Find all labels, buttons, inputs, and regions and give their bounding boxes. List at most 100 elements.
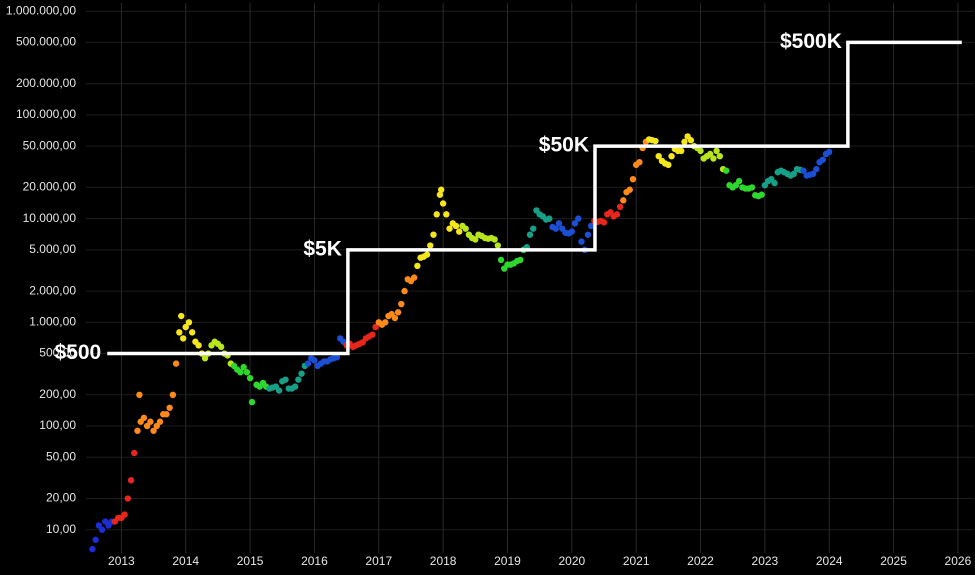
y-tick-label: 2.000,00: [29, 283, 76, 297]
price-point: [723, 167, 730, 174]
y-tick-label: 10.000,00: [23, 211, 77, 225]
price-point: [456, 228, 463, 235]
price-point: [758, 191, 765, 198]
price-point: [195, 342, 202, 349]
price-point: [665, 161, 672, 169]
x-tick-label: 2014: [172, 554, 199, 568]
price-point: [430, 231, 437, 238]
step-label: $500: [55, 341, 102, 364]
price-point: [147, 418, 154, 425]
y-tick-label: 200,00: [39, 387, 76, 401]
price-point: [826, 148, 833, 156]
price-point: [311, 357, 318, 364]
price-point: [98, 526, 106, 533]
price-point: [401, 287, 408, 295]
price-point: [246, 374, 254, 382]
price-point: [681, 138, 688, 146]
price-point: [298, 370, 305, 377]
price-point: [452, 222, 460, 230]
x-tick-label: 2015: [237, 554, 264, 568]
price-point: [438, 186, 445, 193]
price-point: [568, 228, 576, 235]
y-tick-label: 500.000,00: [16, 35, 76, 49]
price-point: [182, 323, 189, 331]
price-point: [166, 404, 173, 411]
price-point: [613, 211, 621, 218]
price-point: [497, 256, 505, 264]
price-point: [697, 147, 704, 155]
price-point: [391, 314, 399, 322]
price-point: [179, 335, 187, 342]
price-point: [809, 170, 817, 178]
price-point: [127, 477, 135, 484]
price-point: [771, 179, 778, 187]
x-tick-label: 2021: [623, 554, 650, 568]
y-tick-label: 5.000,00: [29, 242, 76, 256]
price-point: [629, 175, 637, 183]
x-tick-label: 2026: [945, 554, 972, 568]
price-point: [584, 231, 592, 238]
price-point: [398, 300, 405, 308]
price-point: [530, 225, 537, 232]
price-point: [678, 147, 685, 155]
x-tick-label: 2013: [108, 554, 135, 568]
price-point: [304, 360, 312, 367]
price-point: [655, 152, 662, 160]
price-point: [248, 398, 256, 406]
price-point: [372, 323, 379, 331]
price-point: [131, 449, 138, 457]
price-point: [716, 152, 724, 160]
y-tick-label: 1.000,00: [29, 314, 76, 328]
price-point: [295, 376, 302, 383]
price-point: [819, 156, 826, 163]
price-point: [176, 329, 183, 336]
price-point: [92, 536, 99, 543]
step-line: [107, 40, 962, 356]
y-tick-label: 100,00: [39, 418, 76, 432]
step-label: $50K: [539, 134, 589, 157]
price-point: [201, 355, 209, 362]
price-point: [600, 219, 608, 226]
price-point: [710, 155, 717, 162]
price-point: [394, 309, 402, 316]
y-tick-label: 50.000,00: [23, 138, 77, 152]
price-point: [282, 376, 289, 383]
price-point: [652, 137, 659, 145]
price-point: [462, 225, 469, 232]
price-point: [237, 369, 244, 376]
price-point: [124, 495, 132, 502]
y-tick-label: 200.000,00: [16, 76, 76, 90]
price-point: [443, 211, 450, 218]
x-tick-label: 2025: [880, 554, 907, 568]
y-tick-label: 1.000.000,00: [6, 3, 76, 17]
step-label: $5K: [303, 237, 342, 260]
price-point: [748, 184, 756, 191]
y-tick-label: 20,00: [46, 491, 76, 505]
price-point: [472, 236, 479, 243]
price-point: [382, 319, 389, 326]
price-point: [546, 215, 553, 222]
y-tick-label: 500,00: [39, 346, 76, 360]
price-point: [555, 220, 563, 227]
price-point: [494, 242, 502, 249]
price-point: [813, 165, 820, 173]
y-tick-label: 50,00: [46, 449, 76, 463]
x-tick-label: 2020: [558, 554, 585, 568]
x-tick-label: 2016: [301, 554, 328, 568]
price-point: [713, 147, 720, 155]
price-point: [410, 274, 418, 281]
price-point: [89, 545, 96, 553]
price-point: [275, 387, 283, 394]
price-point: [140, 414, 148, 422]
price-point: [333, 354, 341, 361]
price-point: [185, 319, 193, 326]
price-point: [217, 343, 225, 351]
price-point: [735, 177, 743, 185]
price-point: [178, 312, 185, 320]
price-point: [526, 231, 534, 238]
price-point: [188, 329, 196, 336]
price-point: [571, 220, 579, 227]
y-tick-label: 10,00: [46, 522, 76, 536]
